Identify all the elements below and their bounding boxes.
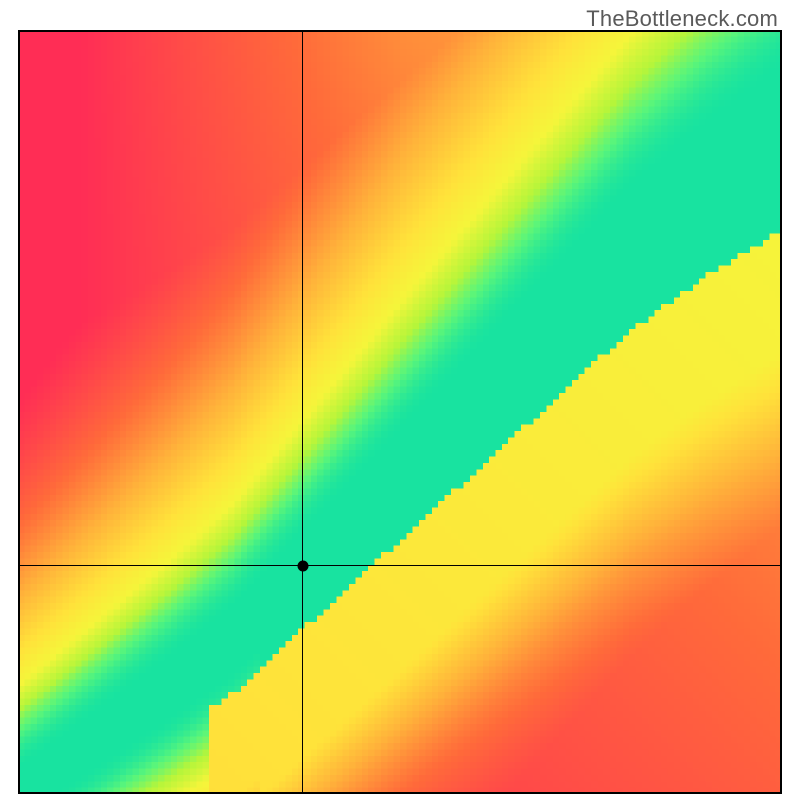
- heatmap-canvas: [18, 30, 782, 794]
- plot-border-top: [18, 30, 782, 32]
- crosshair-vertical: [302, 30, 303, 794]
- plot-border-left: [18, 30, 20, 794]
- plot-border-right: [780, 30, 782, 794]
- plot-border-bottom: [18, 792, 782, 794]
- crosshair-horizontal: [18, 565, 782, 566]
- point-marker: [297, 560, 308, 571]
- plot-area: [18, 30, 782, 794]
- watermark-label: TheBottleneck.com: [586, 6, 778, 32]
